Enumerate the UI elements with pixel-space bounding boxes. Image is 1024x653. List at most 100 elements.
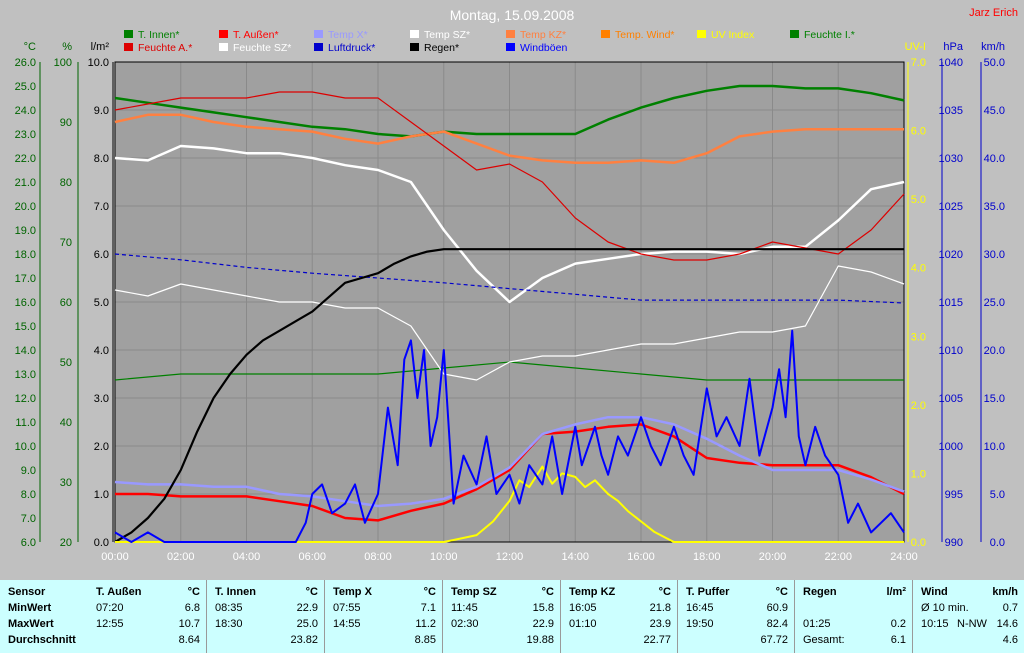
stat-avg-value: 23.82	[290, 634, 318, 646]
x-tick-label: 00:00	[101, 551, 129, 563]
tick-label-rain: 1.0	[94, 489, 109, 501]
stat-max-value: 0.2	[890, 618, 906, 630]
legend-label: T. Außen*	[233, 29, 279, 41]
tick-label-wind: 0.0	[990, 537, 1005, 549]
tick-label-wind: 35.0	[984, 201, 1005, 213]
stat-unit: l/m²	[886, 586, 906, 598]
series-temp-kz	[114, 113, 904, 165]
tick-label-wind: 5.0	[990, 489, 1005, 501]
legend-swatch	[697, 30, 706, 38]
stats-label-column: Sensor MinWert MaxWert Durchschnitt	[0, 580, 88, 653]
axis-unit-uv: UV-I	[905, 41, 926, 53]
legend-label: Luftdruck*	[328, 42, 375, 54]
x-tick-label: 06:00	[298, 551, 326, 563]
tick-label-rain: 9.0	[94, 105, 109, 117]
axis-unit-temp: °C	[24, 41, 36, 53]
tick-label-temp: 25.0	[15, 81, 36, 93]
stat-title: Temp X	[333, 586, 372, 598]
x-tick-label: 24:00	[890, 551, 918, 563]
tick-label-temp: 12.0	[15, 393, 36, 405]
tick-label-humidity: 50	[60, 357, 72, 369]
tick-label-wind: 15.0	[984, 393, 1005, 405]
legend-label: Feuchte A.*	[138, 42, 192, 54]
tick-label-temp: 22.0	[15, 153, 36, 165]
stat-title: Regen	[803, 586, 837, 598]
stat-max-time: 19:50	[686, 618, 714, 630]
axis-unit-wind: km/h	[981, 41, 1005, 53]
tick-label-temp: 24.0	[15, 105, 36, 117]
tick-label-uv: 4.0	[911, 263, 926, 275]
series-t-au-en	[115, 423, 905, 522]
stat-title: Wind	[921, 586, 948, 598]
legend-swatch	[314, 43, 323, 51]
stat-max-time: 10:15	[921, 618, 949, 630]
tick-label-rain: 5.0	[94, 297, 109, 309]
tick-label-uv: 1.0	[911, 468, 926, 480]
stat-max-time: 18:30	[215, 618, 243, 630]
series-t-innen	[114, 84, 905, 138]
tick-label-rain: 7.0	[94, 201, 109, 213]
tick-label-uv: 0.0	[911, 537, 926, 549]
legend-label: Feuchte SZ*	[233, 42, 291, 54]
stat-title: T. Außen	[96, 586, 142, 598]
stat-min-value: 21.8	[649, 602, 671, 614]
tick-label-temp: 23.0	[15, 129, 36, 141]
series-feuchte-sz	[114, 265, 905, 381]
tick-label-temp: 9.0	[21, 465, 36, 477]
tick-label-wind: 45.0	[984, 105, 1005, 117]
plot-frame	[114, 61, 905, 543]
x-axis: 00:00 02:00 04:00 06:00 08:00 10:00 12:00 14:00…	[101, 551, 918, 563]
tick-label-humidity: 90	[60, 117, 72, 129]
tick-label-temp: 16.0	[15, 297, 36, 309]
stat-avg-value: 22.77	[643, 634, 671, 646]
tick-label-wind: 20.0	[984, 345, 1005, 357]
tick-label-uv: 5.0	[911, 194, 926, 206]
stat-min-time: 16:45	[686, 602, 714, 614]
grid	[114, 61, 905, 543]
tick-label-humidity: 80	[60, 177, 72, 189]
stat-avg-value: 19.88	[526, 634, 554, 646]
stat-max-value: 22.9	[532, 618, 554, 630]
legend-swatch	[314, 30, 323, 38]
series-windb-en	[114, 329, 905, 543]
stat-max-value: 11.2	[415, 618, 436, 630]
stat-min-value: 0.7	[1002, 602, 1018, 614]
stat-avg-value: 8.85	[414, 634, 436, 646]
stats-column: T. Innen °C 08:35 22.9 18:30 25.0 23.82	[206, 580, 324, 653]
sensor-label: Sensor	[8, 586, 46, 598]
tick-label-wind: 30.0	[984, 249, 1005, 261]
stat-title: T. Puffer	[686, 586, 730, 598]
legend-swatch	[506, 30, 515, 38]
tick-label-pressure: 1040	[939, 57, 963, 69]
stat-min-value: 22.9	[296, 602, 318, 614]
stat-avg-value: 4.6	[1002, 634, 1018, 646]
weather-chart: Montag, 15.09.2008 Jarz Erich T. Innen* T…	[15, 7, 1018, 563]
x-tick-label: 20:00	[759, 551, 787, 563]
stat-min-value: 15.8	[532, 602, 554, 614]
series-luftdruck	[114, 253, 905, 304]
legend-label: Regen*	[424, 42, 459, 54]
legend-swatch	[124, 30, 133, 38]
tick-label-humidity: 60	[60, 297, 72, 309]
series-uv-index	[115, 465, 904, 543]
x-tick-label: 08:00	[364, 551, 392, 563]
tick-label-temp: 7.0	[21, 513, 36, 525]
stat-unit: °C	[775, 586, 788, 598]
tick-label-wind: 40.0	[984, 153, 1005, 165]
tick-label-humidity: 30	[60, 477, 72, 489]
stat-min-time: 11:45	[451, 602, 478, 614]
tick-label-temp: 6.0	[21, 537, 36, 549]
stats-column: T. Puffer °C 16:45 60.9 19:50 82.4 67.72	[677, 580, 794, 653]
stat-max-time: 12:55	[96, 618, 124, 630]
stat-min-value: 7.1	[420, 602, 436, 614]
tick-label-temp: 20.0	[15, 201, 36, 213]
legend-swatch	[506, 43, 515, 51]
tick-label-pressure: 1030	[939, 153, 963, 165]
tick-label-uv: 3.0	[911, 331, 926, 343]
stat-total-label: Gesamt:	[803, 634, 845, 646]
stat-max-value: 25.0	[296, 618, 318, 630]
series-temp-x	[114, 415, 905, 508]
tick-label-temp: 15.0	[15, 321, 36, 333]
legend-swatch	[790, 30, 799, 38]
stat-min-time: 16:05	[569, 602, 597, 614]
